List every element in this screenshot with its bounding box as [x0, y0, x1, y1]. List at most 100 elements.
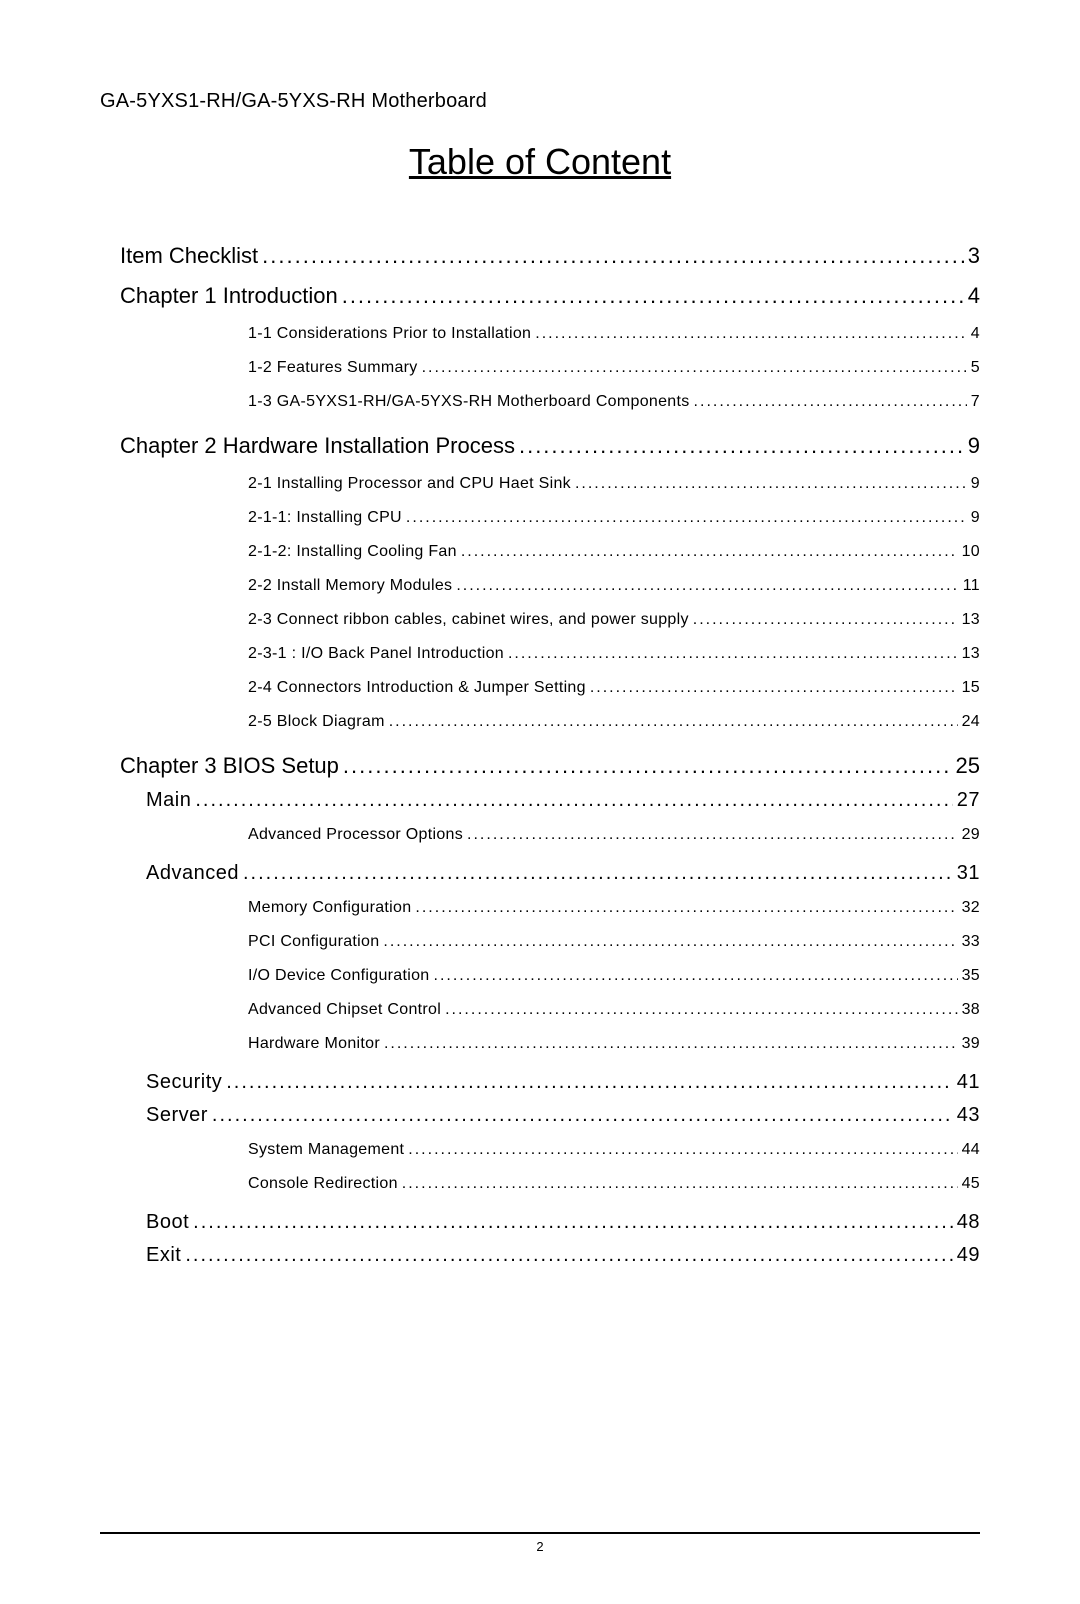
toc-entry-page: 43: [957, 1104, 980, 1127]
toc-entry-page: 15: [962, 671, 980, 705]
toc-entry-page: 4: [971, 317, 980, 351]
toc-leader-dots: [590, 671, 958, 705]
toc-leader-dots: [195, 789, 952, 812]
toc-entry: 2-1-2: Installing Cooling Fan10: [248, 535, 980, 569]
toc-entry: 2-4 Connectors Introduction & Jumper Set…: [248, 671, 980, 705]
toc-entry: 2-3 Connect ribbon cables, cabinet wires…: [248, 603, 980, 637]
toc-entry-label: 2-1-1: Installing CPU: [248, 501, 402, 535]
toc-entry: 2-3-1 : I/O Back Panel Introduction 13: [248, 637, 980, 671]
toc-entry-label: Chapter 1 Introduction: [120, 283, 338, 309]
toc-entry-label: Security: [146, 1071, 222, 1094]
toc-entry-label: Item Checklist: [120, 243, 258, 269]
toc-leader-dots: [342, 283, 964, 309]
toc-leader-dots: [467, 818, 958, 852]
toc-leader-dots: [434, 959, 958, 993]
toc-entry-label: 1-1 Considerations Prior to Installation: [248, 317, 531, 351]
toc-leader-dots: [575, 467, 967, 501]
toc-entry: 1-1 Considerations Prior to Installation…: [248, 317, 980, 351]
toc-leader-dots: [422, 351, 967, 385]
toc-entry: I/O Device Configuration35: [248, 959, 980, 993]
toc-entry: 2-1 Installing Processor and CPU Haet Si…: [248, 467, 980, 501]
toc-entry-page: 29: [962, 818, 980, 852]
toc-leader-dots: [384, 1027, 958, 1061]
toc-entry-page: 4: [968, 283, 980, 309]
page-number: 2: [0, 1539, 1080, 1554]
toc-entry-page: 9: [971, 467, 980, 501]
toc-leader-dots: [415, 891, 957, 925]
toc-entry-page: 24: [962, 705, 980, 739]
toc-entry: 2-2 Install Memory Modules 11: [248, 569, 980, 603]
toc-leader-dots: [343, 753, 952, 779]
toc-entry: Boot 48: [146, 1211, 980, 1234]
toc-entry-page: 5: [971, 351, 980, 385]
toc-entry-page: 3: [968, 243, 980, 269]
toc-entry-page: 13: [962, 603, 980, 637]
toc-entry: Server 43: [146, 1104, 980, 1127]
footer-divider: [100, 1532, 980, 1534]
toc-entry: PCI Configuration 33: [248, 925, 980, 959]
toc-entry-page: 9: [971, 501, 980, 535]
toc-entry-page: 9: [968, 433, 980, 459]
toc-entry: Item Checklist 3: [120, 243, 980, 269]
toc-entry: Chapter 1 Introduction 4: [120, 283, 980, 309]
toc-leader-dots: [262, 243, 964, 269]
toc-leader-dots: [212, 1104, 953, 1127]
toc-entry-label: Advanced Chipset Control: [248, 993, 441, 1027]
toc-entry: Exit 49: [146, 1244, 980, 1267]
toc-entry-page: 10: [962, 535, 980, 569]
toc-entry-label: 2-2 Install Memory Modules: [248, 569, 452, 603]
toc-entry-label: Boot: [146, 1211, 189, 1234]
toc-entry-label: Advanced: [146, 862, 239, 885]
page-title: Table of Content: [100, 141, 980, 183]
document-page: GA-5YXS1-RH/GA-5YXS-RH Motherboard Table…: [0, 0, 1080, 1604]
toc-entry-label: 2-3-1 : I/O Back Panel Introduction: [248, 637, 504, 671]
toc-entry-label: System Management: [248, 1133, 404, 1167]
page-header-text: GA-5YXS1-RH/GA-5YXS-RH Motherboard: [100, 90, 980, 113]
toc-leader-dots: [508, 637, 958, 671]
toc-leader-dots: [694, 385, 967, 419]
toc-entry-page: 25: [956, 753, 980, 779]
toc-entry-label: Hardware Monitor: [248, 1027, 380, 1061]
toc-entry-page: 45: [962, 1167, 980, 1201]
toc-leader-dots: [406, 501, 967, 535]
toc-entry-page: 35: [962, 959, 980, 993]
toc-entry: Chapter 3 BIOS Setup 25: [120, 753, 980, 779]
toc-entry-page: 33: [962, 925, 980, 959]
toc-entry: System Management 44: [248, 1133, 980, 1167]
toc-entry-page: 31: [957, 862, 980, 885]
toc-leader-dots: [185, 1244, 952, 1267]
toc-entry-label: Console Redirection: [248, 1167, 398, 1201]
table-of-contents: Item Checklist3Chapter 1 Introduction41-…: [100, 243, 980, 1267]
toc-leader-dots: [461, 535, 958, 569]
toc-entry: 2-1-1: Installing CPU 9: [248, 501, 980, 535]
toc-entry: Hardware Monitor 39: [248, 1027, 980, 1061]
toc-entry-label: Server: [146, 1104, 208, 1127]
toc-leader-dots: [456, 569, 958, 603]
toc-entry-page: 44: [962, 1133, 980, 1167]
toc-entry-label: PCI Configuration: [248, 925, 379, 959]
toc-entry: Memory Configuration32: [248, 891, 980, 925]
toc-entry-page: 49: [957, 1244, 980, 1267]
toc-entry-label: 2-5 Block Diagram: [248, 705, 385, 739]
toc-entry-label: 1-2 Features Summary: [248, 351, 418, 385]
toc-entry-label: Chapter 3 BIOS Setup: [120, 753, 339, 779]
toc-entry-label: Memory Configuration: [248, 891, 411, 925]
toc-entry-label: 2-4 Connectors Introduction & Jumper Set…: [248, 671, 586, 705]
toc-leader-dots: [226, 1071, 953, 1094]
toc-entry-page: 7: [971, 385, 980, 419]
toc-leader-dots: [402, 1167, 958, 1201]
toc-entry-page: 11: [963, 569, 980, 603]
toc-entry-label: 2-3 Connect ribbon cables, cabinet wires…: [248, 603, 689, 637]
toc-entry-label: 1-3 GA-5YXS1-RH/GA-5YXS-RH Motherboard C…: [248, 385, 690, 419]
toc-entry-page: 41: [957, 1071, 980, 1094]
toc-entry-page: 39: [962, 1027, 980, 1061]
toc-entry: 1-3 GA-5YXS1-RH/GA-5YXS-RH Motherboard C…: [248, 385, 980, 419]
toc-leader-dots: [408, 1133, 957, 1167]
toc-entry: Console Redirection 45: [248, 1167, 980, 1201]
toc-entry: 2-5 Block Diagram 24: [248, 705, 980, 739]
toc-entry: Advanced Processor Options29: [248, 818, 980, 852]
toc-entry-label: Exit: [146, 1244, 181, 1267]
toc-leader-dots: [519, 433, 964, 459]
toc-entry-page: 13: [962, 637, 980, 671]
toc-entry-page: 48: [957, 1211, 980, 1234]
